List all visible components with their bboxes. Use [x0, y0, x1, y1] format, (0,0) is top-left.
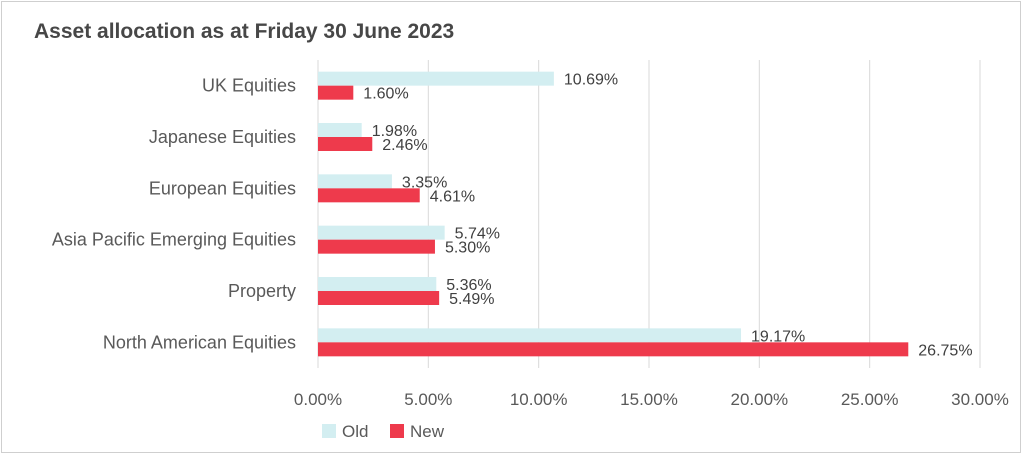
data-label: 4.61% [430, 188, 475, 205]
legend-swatch [390, 424, 404, 438]
x-axis-ticks: 0.00% 5.00% 10.00% 15.00% 20.00% 25.00% 30.00% [294, 390, 1009, 409]
data-label: 19.17% [751, 328, 805, 345]
category-label: UK Equities [202, 76, 296, 96]
data-label: 5.30% [445, 240, 490, 257]
x-tick-label: 5.00% [404, 390, 452, 409]
legend: Old New [322, 422, 445, 441]
x-tick-label: 0.00% [294, 390, 342, 409]
data-label: 3.35% [402, 174, 447, 191]
bar-new [318, 342, 909, 357]
bar-old [318, 71, 554, 86]
bar-new [318, 188, 420, 203]
bar-old [318, 277, 437, 291]
data-label: 5.74% [455, 226, 500, 243]
x-tick-label: 25.00% [841, 390, 899, 409]
data-label: 1.60% [363, 86, 408, 103]
bar-old [318, 225, 445, 240]
bar-new [318, 137, 373, 151]
category-label: Property [228, 281, 296, 301]
data-label: 10.69% [564, 72, 618, 89]
category-label: Asia Pacific Emerging Equities [52, 230, 296, 250]
legend-swatch [322, 424, 336, 438]
category-label: Japanese Equities [149, 127, 296, 147]
bars [318, 71, 909, 357]
gridlines [317, 60, 981, 368]
x-tick-label: 15.00% [620, 390, 678, 409]
bar-old [318, 123, 362, 137]
data-label: 2.46% [382, 137, 427, 154]
category-label: European Equities [149, 178, 296, 198]
data-label: 26.75% [918, 342, 972, 359]
chart-title: Asset allocation as at Friday 30 June 20… [34, 20, 455, 43]
bar-old [318, 328, 742, 343]
x-tick-label: 20.00% [730, 390, 788, 409]
bar-new [318, 85, 354, 100]
legend-label: New [410, 422, 445, 441]
bar-new [318, 239, 435, 254]
data-label: 5.36% [446, 277, 491, 294]
data-labels: 10.69% 1.60% 1.98%2.46% 3.35%4.61% 5.74%5.30… [363, 72, 972, 360]
data-label: 5.49% [449, 291, 494, 308]
x-tick-label: 30.00% [951, 390, 1009, 409]
bar-old [318, 174, 392, 189]
category-labels: UK Equities Japanese Equities European Equ… [52, 76, 296, 353]
category-label: North American Equities [103, 332, 296, 352]
legend-label: Old [342, 422, 368, 441]
x-tick-label: 10.00% [510, 390, 568, 409]
bar-new [318, 291, 440, 305]
data-label: 1.98% [372, 123, 417, 140]
